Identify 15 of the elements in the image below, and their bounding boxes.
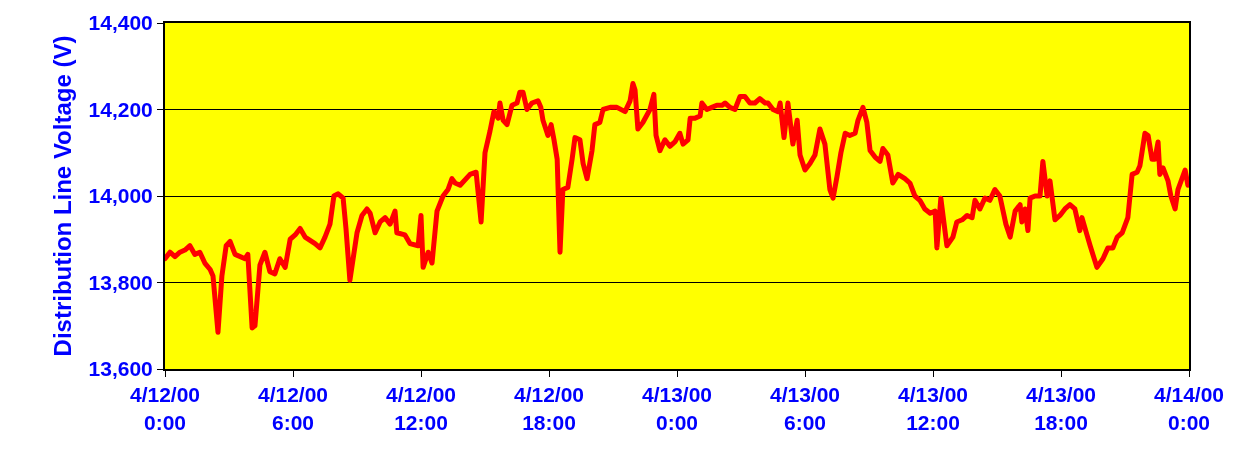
x-tick-label: 4/13/00 18:00 — [1025, 383, 1097, 434]
x-tick-label: 4/13/00 0:00 — [641, 383, 713, 434]
y-tick-label: 13,800 — [88, 270, 153, 294]
x-tick-label: 4/12/00 6:00 — [257, 383, 329, 434]
x-tick-label: 4/12/00 18:00 — [513, 383, 585, 434]
x-tick-label: 4/13/00 12:00 — [897, 383, 969, 434]
y-tick-label: 14,000 — [88, 184, 153, 208]
x-tick-label: 4/13/00 6:00 — [769, 383, 841, 434]
y-axis-title: Distribution Line Voltage (V) — [49, 35, 77, 357]
x-tick-label: 4/14/00 0:00 — [1153, 383, 1225, 434]
x-tick-label: 4/12/00 0:00 — [129, 383, 201, 434]
x-tick-label: 4/12/00 12:00 — [385, 383, 457, 434]
y-tick-label: 13,600 — [88, 357, 153, 381]
y-tick-label: 14,200 — [88, 97, 153, 121]
y-tick-label: 14,400 — [88, 11, 153, 35]
